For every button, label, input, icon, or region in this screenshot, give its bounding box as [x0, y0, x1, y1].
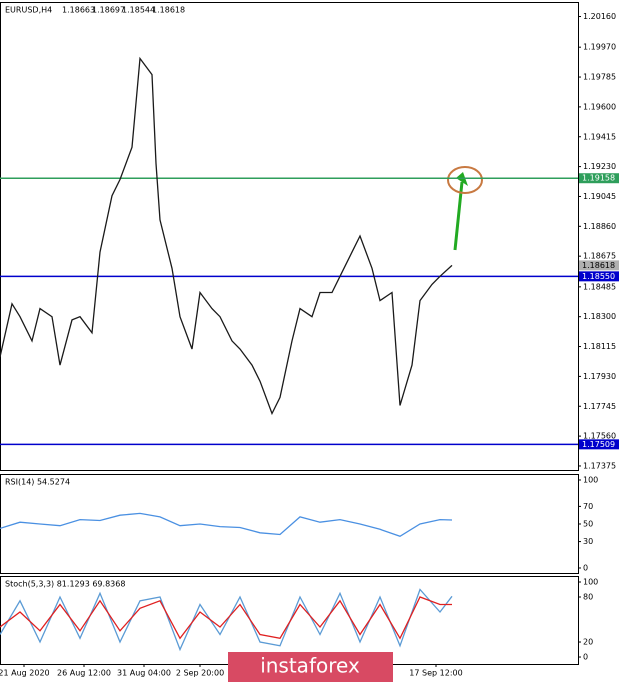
- x-tick-label: 2 Sep 20:00: [176, 669, 224, 678]
- y-tick-label: 1.17930: [583, 372, 616, 381]
- watermark-box: [228, 652, 393, 682]
- y-tick-label: 1.17560: [583, 432, 616, 441]
- header: EURUSD,H4 1.18663 1.18697 1.18544 1.1861…: [5, 6, 185, 15]
- high: 1.18697: [92, 6, 125, 15]
- y-tick-label: 80: [583, 593, 593, 602]
- series-line: [0, 512, 453, 538]
- y-tick-label: 1.18675: [583, 252, 616, 261]
- level-label: 1.17509: [582, 440, 615, 449]
- level-label: 1.19158: [582, 174, 615, 183]
- y-tick-label: 70: [583, 502, 593, 511]
- stoch-title: Stoch(5,3,3) 81.1293 69.8368: [5, 580, 125, 589]
- y-tick-label: 1.18860: [583, 222, 616, 231]
- price-label: 1.18618: [582, 261, 615, 270]
- y-tick-label: 1.17375: [583, 461, 616, 470]
- y-tick-label: 1.18485: [583, 282, 616, 291]
- close: 1.18618: [152, 6, 185, 15]
- y-tick-label: 1.19045: [583, 192, 616, 201]
- x-tick-label: 31 Aug 04:00: [117, 669, 171, 678]
- x-tick-label: 26 Aug 12:00: [57, 669, 111, 678]
- series-line: [0, 596, 452, 640]
- y-tick-label: 1.20160: [583, 12, 616, 21]
- y-tick-label: 100: [583, 475, 598, 484]
- series-line: [0, 56, 453, 416]
- y-tick-label: 1.19970: [583, 43, 616, 52]
- y-tick-label: 1.19785: [583, 73, 616, 82]
- y-tick-label: 1.18115: [583, 342, 616, 351]
- y-tick-label: 1.19600: [583, 102, 616, 111]
- level-tag: [579, 173, 619, 184]
- level-tag: [579, 439, 619, 450]
- x-tick-label: 17 Sep 12:00: [409, 669, 462, 678]
- y-tick-label: 1.19415: [583, 132, 616, 141]
- y-tick-label: 1.17745: [583, 402, 616, 411]
- target-circle: [447, 166, 483, 194]
- watermark: instaforex: [260, 654, 360, 678]
- y-tick-label: 1.18300: [583, 312, 616, 321]
- y-tick-label: 30: [583, 537, 593, 546]
- y-tick-label: 0: [583, 563, 588, 572]
- price-panel: [0, 2, 579, 471]
- price-tag: [579, 260, 619, 271]
- low: 1.18544: [122, 6, 155, 15]
- y-tick-label: 0: [583, 653, 588, 662]
- symbol: EURUSD,H4: [5, 6, 52, 15]
- y-tick-label: 1.19230: [583, 162, 616, 171]
- level-tag: [579, 271, 619, 282]
- x-tick-label: 21 Aug 2020: [0, 669, 50, 678]
- level-label: 1.18550: [582, 272, 615, 281]
- y-tick-label: 50: [583, 519, 593, 528]
- y-tick-label: 20: [583, 638, 593, 647]
- arrow-head: [456, 172, 468, 186]
- y-tick-label: 100: [583, 578, 598, 587]
- open: 1.18663: [62, 6, 95, 15]
- rsi-title: RSI(14) 54.5274: [5, 478, 70, 487]
